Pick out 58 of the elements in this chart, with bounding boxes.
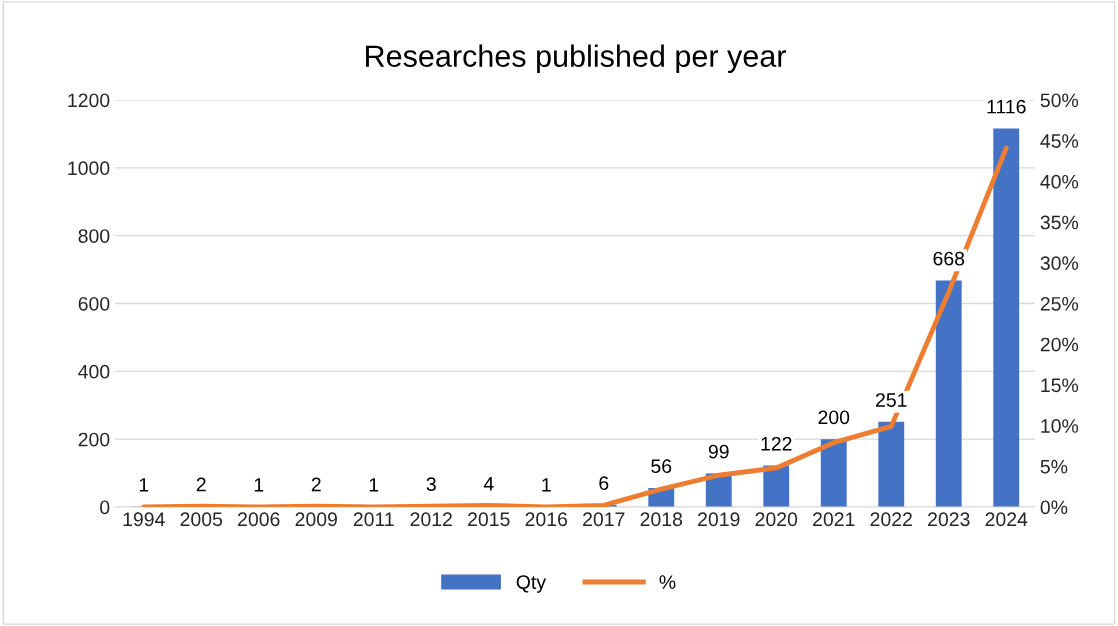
bar	[878, 421, 905, 507]
bar	[935, 280, 962, 507]
y-tick-label: 1200	[68, 93, 110, 108]
x-tick-label: 2006	[238, 512, 280, 527]
data-label: 200	[818, 410, 850, 425]
y-tick-label: 200	[78, 432, 110, 447]
data-label: 2	[196, 477, 206, 492]
legend-label: Qty	[516, 575, 546, 593]
data-label: 99	[708, 444, 729, 459]
x-tick-label: 1994	[123, 512, 165, 527]
data-label: 122	[761, 436, 792, 451]
y-tick-label: 400	[78, 364, 110, 379]
data-label: 3	[426, 477, 436, 492]
y2-tick-label: 30%	[1040, 256, 1079, 271]
data-label: 1	[254, 478, 264, 492]
data-label: 668	[933, 251, 965, 266]
x-tick-label: 2016	[525, 512, 568, 527]
x-tick-label: 2011	[353, 512, 394, 527]
x-tick-label: 2022	[870, 512, 912, 527]
x-tick-label: 2015	[468, 512, 510, 527]
y-tick-label: 800	[78, 229, 110, 243]
y2-tick-label: 35%	[1040, 215, 1079, 230]
x-tick-label: 2005	[180, 512, 223, 527]
data-label: 251	[876, 393, 907, 407]
y2-tick-label: 45%	[1040, 134, 1079, 148]
x-tick-label: 2023	[928, 512, 970, 527]
y2-tick-label: 25%	[1040, 296, 1079, 311]
x-tick-label: 2019	[698, 512, 740, 527]
x-tick-label: 2024	[985, 512, 1028, 527]
x-tick-label: 2009	[295, 512, 337, 527]
y2-tick-label: 40%	[1040, 174, 1079, 189]
y2-tick-label: 20%	[1040, 337, 1079, 352]
data-label: 4	[483, 477, 494, 491]
data-label: 56	[651, 459, 672, 474]
y-tick-label: 600	[78, 296, 110, 311]
y2-tick-label: 0%	[1040, 500, 1068, 515]
data-label: 1116	[987, 99, 1026, 114]
y2-tick-label: 15%	[1041, 378, 1079, 393]
data-label: 1	[542, 478, 551, 492]
chart-title: Researches published per year	[366, 44, 786, 74]
x-tick-label: 2017	[583, 512, 625, 527]
bar	[820, 439, 847, 507]
data-label: 1	[139, 478, 149, 492]
data-label: 2	[311, 477, 321, 492]
x-tick-label: 2018	[640, 512, 683, 527]
legend-label: %	[659, 575, 676, 589]
y2-tick-label: 10%	[1041, 419, 1079, 433]
x-tick-label: 2021	[813, 512, 855, 527]
data-label: 1	[369, 478, 379, 492]
y-tick-label: 1000	[68, 161, 110, 176]
x-tick-label: 2020	[755, 512, 798, 527]
data-label: 6	[599, 476, 609, 491]
x-tick-label: 2012	[410, 512, 452, 527]
y2-tick-label: 5%	[1040, 459, 1068, 474]
y2-tick-label: 50%	[1040, 93, 1079, 108]
y-tick-label: 0	[100, 500, 110, 515]
line-series	[141, 145, 1009, 507]
bar	[993, 128, 1020, 507]
